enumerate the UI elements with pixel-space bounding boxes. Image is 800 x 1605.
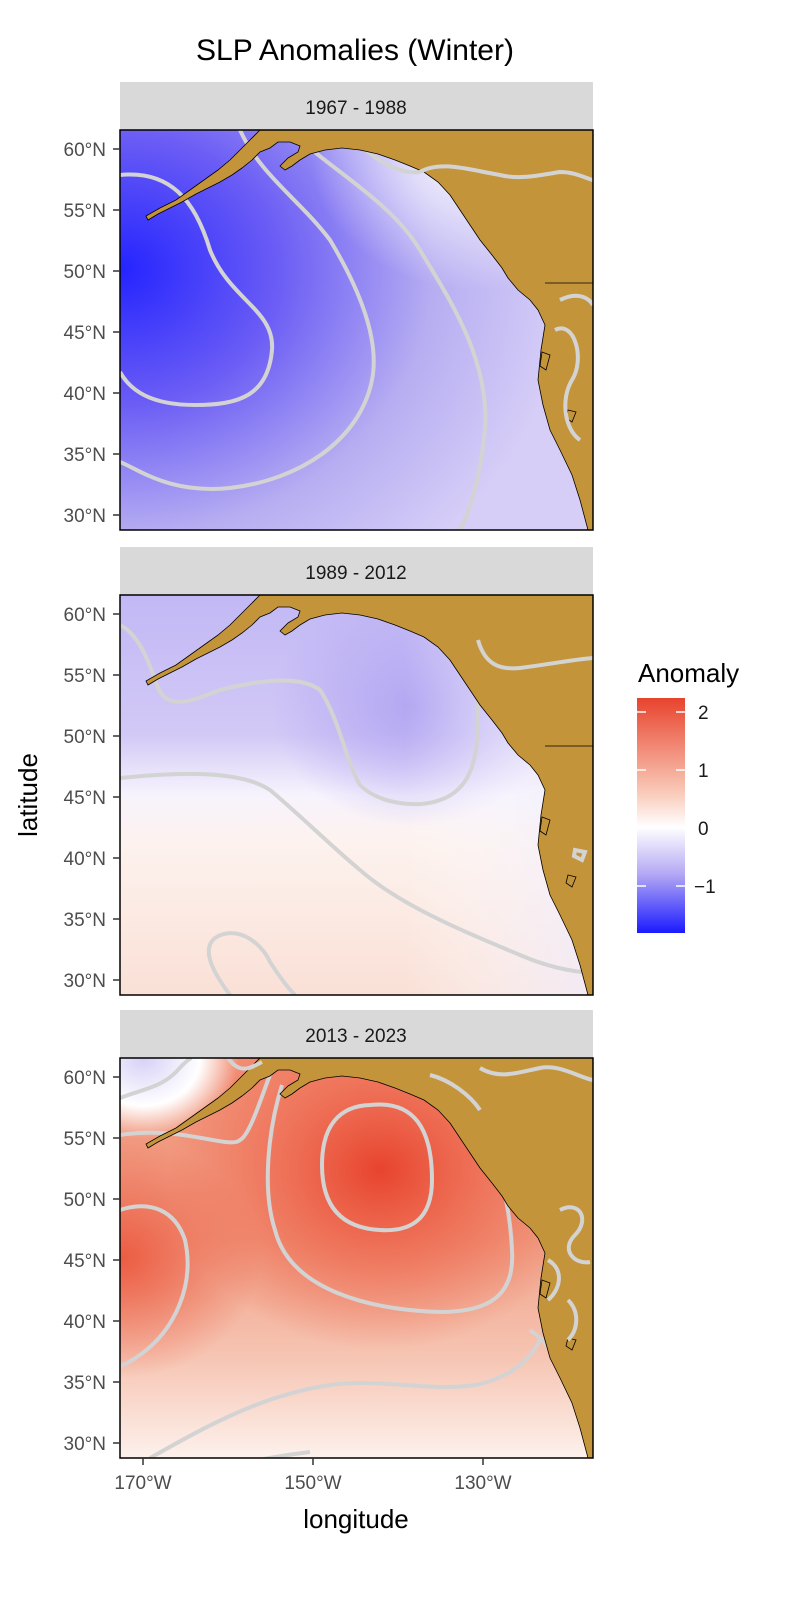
- y-tick-label: 30°N: [64, 1434, 106, 1455]
- y-tick-label: 40°N: [64, 384, 106, 405]
- panel-1-label: 1967 - 1988: [305, 98, 406, 119]
- y-tick-label: 60°N: [64, 605, 106, 626]
- legend: Anomaly 2 1 0 −1: [637, 658, 739, 933]
- panel-3: 2013 - 2023: [119, 1010, 594, 1459]
- y-tick-label: 35°N: [64, 910, 106, 931]
- panel-2-label: 1989 - 2012: [305, 563, 406, 584]
- chart-title: SLP Anomalies (Winter): [196, 34, 514, 67]
- y-tick-label: 50°N: [64, 262, 106, 283]
- panel-2-contours: [120, 623, 593, 995]
- y-tick-label: 35°N: [64, 1373, 106, 1394]
- panel-3-contours: [120, 1058, 593, 1458]
- legend-tick: 2: [698, 703, 709, 724]
- x-axis: 170°W 150°W 130°W longitude: [114, 1458, 512, 1534]
- y-tick-label: 40°N: [64, 1312, 106, 1333]
- panel-1-strip: [120, 82, 593, 130]
- y-tick-label: 60°N: [64, 1068, 106, 1089]
- y-axes: 60°N 55°N 50°N 45°N 40°N 35°N 30°N 60°N 55°N 50°N…: [64, 140, 120, 1455]
- legend-tick: 1: [698, 761, 709, 782]
- y-tick-label: 55°N: [64, 666, 106, 687]
- y-tick-label: 45°N: [64, 788, 106, 809]
- legend-tick: 0: [698, 819, 709, 840]
- y-tick-label: 30°N: [64, 506, 106, 527]
- y-axis-label: latitude: [13, 753, 43, 837]
- legend-title: Anomaly: [638, 658, 739, 688]
- y-tick-label: 55°N: [64, 1129, 106, 1150]
- panel-3-strip: [120, 1010, 593, 1058]
- x-axis-label: longitude: [303, 1504, 409, 1534]
- y-tick-label: 30°N: [64, 971, 106, 992]
- x-tick-label: 130°W: [454, 1473, 511, 1494]
- panel-1-contours: [120, 130, 488, 530]
- y-tick-label: 50°N: [64, 727, 106, 748]
- legend-colorbar: [637, 698, 685, 933]
- legend-tick: −1: [694, 877, 716, 898]
- x-tick-label: 170°W: [114, 1473, 171, 1494]
- panel-2-strip: [120, 547, 593, 595]
- panel-2: 1989 - 2012: [119, 547, 594, 996]
- y-tick-label: 60°N: [64, 140, 106, 161]
- panel-3-label: 2013 - 2023: [305, 1026, 406, 1047]
- y-tick-label: 55°N: [64, 201, 106, 222]
- y-tick-label: 35°N: [64, 445, 106, 466]
- x-tick-label: 150°W: [284, 1473, 341, 1494]
- y-tick-label: 50°N: [64, 1190, 106, 1211]
- y-tick-label: 40°N: [64, 849, 106, 870]
- panel-1: 1967 - 1988: [119, 82, 594, 531]
- y-tick-label: 45°N: [64, 1251, 106, 1272]
- y-tick-label: 45°N: [64, 323, 106, 344]
